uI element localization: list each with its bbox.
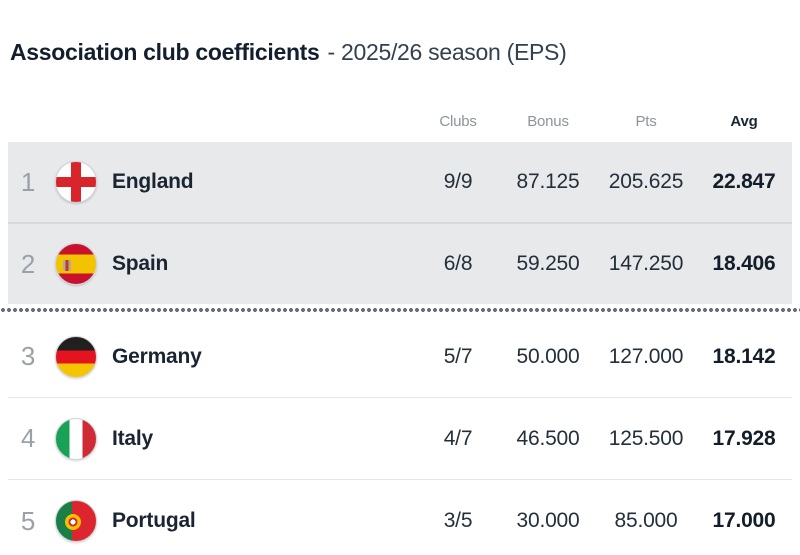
pts-value: 127.000 (608, 344, 684, 368)
bonus-value: 59.250 (516, 252, 580, 275)
flag-cell (48, 417, 104, 460)
rank-value: 1 (20, 166, 36, 197)
rank-value: 5 (20, 505, 36, 536)
clubs-value: 5/7 (443, 344, 473, 368)
rank-value: 2 (20, 248, 36, 279)
qualification-cutoff-separator (0, 304, 800, 316)
column-header-clubs: Clubs (439, 113, 477, 130)
england-flag-icon (55, 161, 97, 203)
flag-cell (48, 500, 104, 542)
bonus-value: 50.000 (516, 344, 580, 368)
avg-value: 18.406 (712, 252, 776, 275)
pts-value: 205.625 (608, 170, 684, 193)
page-title-main: Association club coefficients (10, 39, 320, 65)
country-name: Spain (112, 252, 169, 275)
page-title: Association club coefficients - 2025/26 … (10, 38, 790, 66)
rank-value: 4 (20, 423, 36, 453)
table-row-england[interactable]: 1 England 9/9 87.125 205.625 22.847 (8, 142, 792, 224)
table-row-spain[interactable]: 2 Spain 6/8 59.250 147.250 18.406 (8, 224, 792, 304)
pts-value: 125.500 (608, 426, 684, 450)
table-row-germany[interactable]: 3 Germany 5/7 50.000 127.000 18.142 (8, 316, 792, 398)
avg-value: 17.928 (712, 426, 776, 450)
clubs-value: 9/9 (443, 170, 473, 193)
flag-cell (48, 161, 104, 203)
table-row-italy[interactable]: 4 Italy 4/7 46.500 125.500 17.928 (8, 398, 792, 480)
bonus-value: 30.000 (516, 509, 580, 532)
clubs-value: 4/7 (443, 426, 473, 450)
flag-cell (48, 243, 104, 285)
column-header-avg: Avg (730, 113, 758, 130)
avg-value: 18.142 (712, 344, 776, 368)
coefficients-table: 1 England 9/9 87.125 205.625 22.847 2 Sp… (0, 142, 800, 555)
table-row-portugal[interactable]: 5 Portugal 3/5 30.000 85.000 17.000 (8, 480, 792, 555)
country-name: Italy (112, 426, 154, 450)
spain-flag-icon (55, 243, 97, 285)
country-name: England (112, 170, 194, 193)
avg-value: 22.847 (712, 170, 776, 193)
avg-value: 17.000 (712, 509, 776, 532)
rank-value: 3 (20, 341, 36, 371)
table-header: Clubs Bonus Pts Avg (8, 110, 792, 130)
page-title-suffix: - 2025/26 season (EPS) (327, 39, 567, 65)
pts-value: 85.000 (614, 509, 678, 532)
portugal-flag-icon (55, 500, 97, 542)
pts-value: 147.250 (608, 252, 684, 275)
bonus-value: 46.500 (516, 426, 580, 450)
clubs-value: 6/8 (443, 252, 473, 275)
germany-flag-icon (55, 335, 97, 378)
italy-flag-icon (55, 417, 97, 460)
column-header-pts: Pts (635, 113, 657, 130)
column-header-bonus: Bonus (527, 113, 569, 130)
country-name: Portugal (112, 509, 196, 532)
flag-cell (48, 335, 104, 378)
clubs-value: 3/5 (443, 509, 473, 532)
dotted-line (0, 308, 800, 312)
bonus-value: 87.125 (516, 170, 580, 193)
country-name: Germany (112, 344, 202, 368)
